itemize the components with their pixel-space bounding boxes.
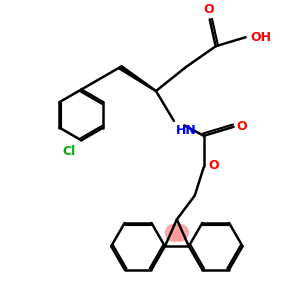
Polygon shape: [119, 65, 156, 92]
Text: HN: HN: [176, 124, 196, 137]
Text: O: O: [203, 3, 214, 16]
Text: OH: OH: [250, 31, 271, 44]
Circle shape: [166, 224, 182, 241]
Circle shape: [172, 224, 188, 241]
Text: O: O: [208, 159, 219, 172]
Text: Cl: Cl: [62, 145, 75, 158]
Text: O: O: [237, 120, 247, 133]
